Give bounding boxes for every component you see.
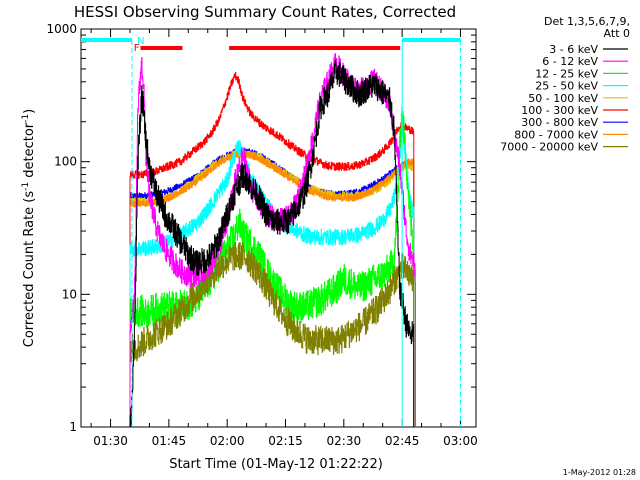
- x-axis-label: Start Time (01-May-12 01:22:22): [169, 457, 383, 472]
- legend-header-2: Att 0: [604, 27, 630, 40]
- y-axis-label: Corrected Count Rate (s-1 detector-1): [21, 109, 37, 347]
- legend-label: 12 - 25 keV: [535, 67, 598, 80]
- series-layer: [129, 53, 416, 428]
- x-tick-label: 02:00: [210, 434, 245, 448]
- legend-label: 3 - 6 keV: [549, 43, 598, 56]
- legend-label: 100 - 300 keV: [521, 104, 598, 117]
- x-tick-label: 02:45: [385, 434, 420, 448]
- y-tick-label: 10: [62, 287, 77, 301]
- legend-label: 800 - 7000 keV: [514, 128, 598, 141]
- flag-letter-n: N: [137, 36, 144, 47]
- date-stamp: 1-May-2012 01:28: [563, 468, 636, 477]
- series-line-800-7000-kev: [129, 150, 415, 427]
- flag-letters: FN: [134, 36, 145, 54]
- series-line-12-25-kev: [129, 106, 415, 427]
- plot-axes: [80, 28, 477, 428]
- series-line-100-300-kev: [129, 71, 415, 427]
- y-tick-label: 1: [69, 420, 77, 434]
- x-axis-ticks: 01:30 01:45 02:00 02:15 02:30 02:45 03:00: [90, 29, 478, 448]
- legend-header-1: Det 1,3,5,6,7,9,: [544, 15, 630, 28]
- legend-label: 50 - 100 keV: [528, 92, 598, 105]
- series-line-3-6-kev: [129, 60, 415, 428]
- plot-frame: [80, 28, 477, 428]
- legend-label: 25 - 50 keV: [535, 80, 598, 93]
- vertical-lines: [131, 40, 461, 427]
- y-tick-label: 100: [54, 155, 77, 169]
- legend-label: 6 - 12 keV: [542, 55, 598, 68]
- chart-title: HESSI Observing Summary Count Rates, Cor…: [74, 3, 456, 21]
- y-label-sup1: -1: [21, 182, 31, 191]
- y-label-sup2: -1: [21, 114, 31, 123]
- x-tick-label: 01:30: [93, 434, 128, 448]
- y-label-end: ): [22, 109, 37, 114]
- legend-label: 7000 - 20000 keV: [500, 141, 598, 154]
- series-line-7000-20000-kev: [129, 241, 415, 427]
- y-label-mid: detector: [22, 122, 37, 182]
- state-bars: [81, 38, 461, 50]
- x-tick-label: 02:30: [327, 434, 362, 448]
- y-axis-ticks: 1 10 100 1000: [46, 22, 476, 434]
- x-tick-label: 01:45: [152, 434, 187, 448]
- y-label-main: Corrected Count Rate (s: [22, 191, 37, 348]
- flag-letter-f: F: [134, 43, 140, 54]
- x-tick-label: 02:15: [268, 434, 303, 448]
- x-tick-label: 03:00: [443, 434, 478, 448]
- y-tick-label: 1000: [46, 22, 77, 36]
- legend-label: 300 - 800 keV: [521, 116, 598, 129]
